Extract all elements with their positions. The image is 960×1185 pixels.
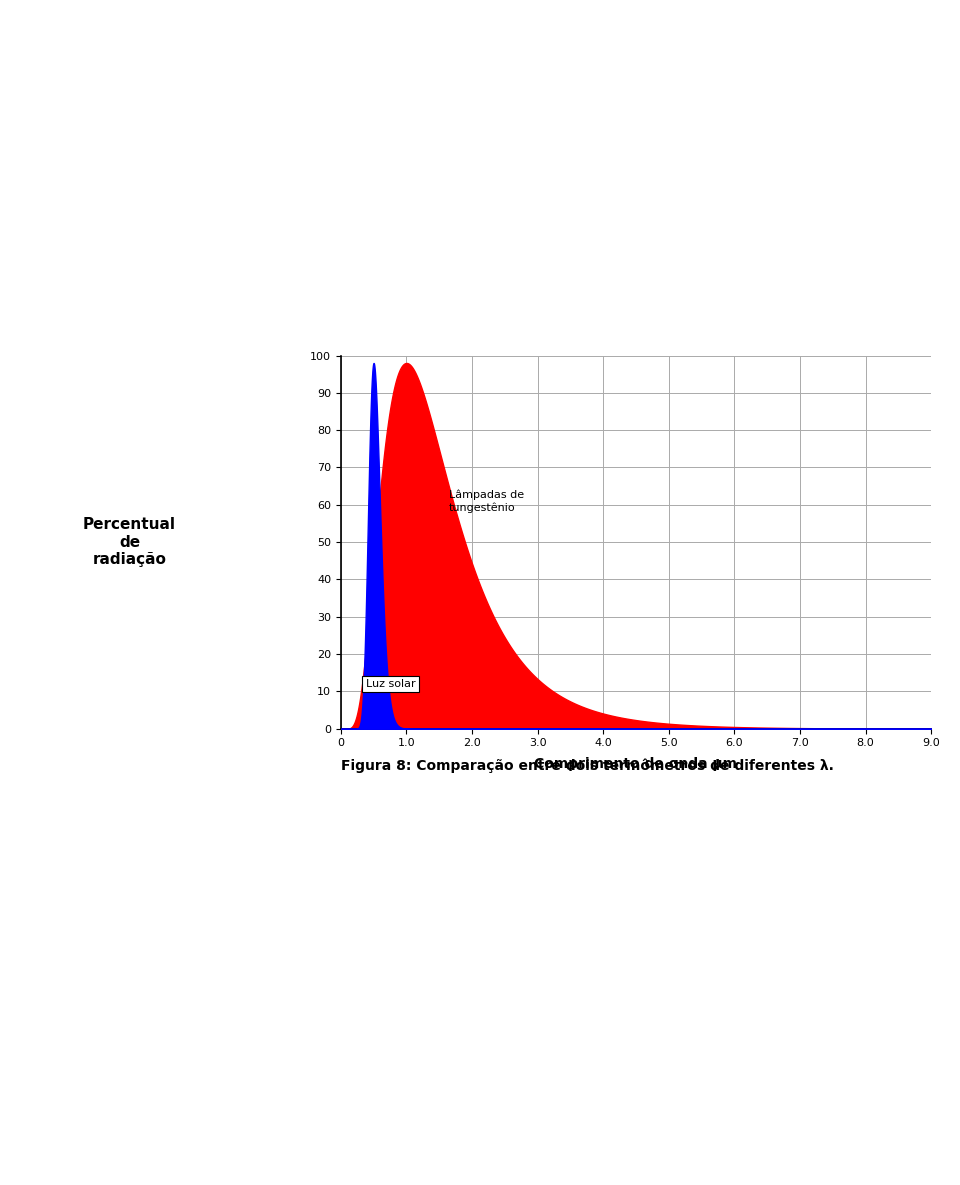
Text: Percentual
de
radiação: Percentual de radiação [84,517,176,568]
X-axis label: Comprimento de onda μm: Comprimento de onda μm [535,757,737,770]
Text: Lâmpadas de
tungestênio: Lâmpadas de tungestênio [449,489,524,513]
Text: Luz solar: Luz solar [366,679,416,688]
Text: Figura 8: Comparação entre dois termômetros de diferentes λ.: Figura 8: Comparação entre dois termômet… [341,758,833,773]
